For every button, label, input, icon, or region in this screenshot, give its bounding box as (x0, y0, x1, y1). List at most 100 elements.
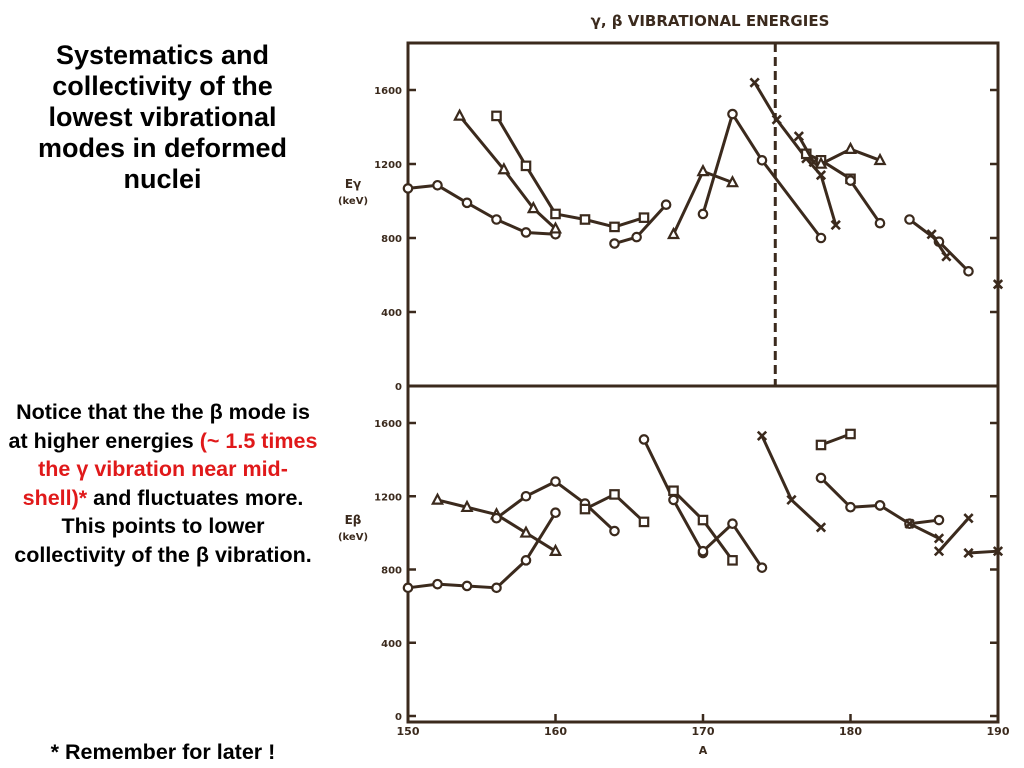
gamma-series-8-point (873, 152, 887, 166)
gamma-series-1-point (526, 200, 540, 214)
gamma-series-8-point (843, 141, 858, 154)
beta-series-7-line (760, 435, 823, 529)
beta-series-13-point (992, 546, 1004, 557)
beta-series-13-point (963, 547, 974, 559)
gamma-series-13-point (992, 279, 1004, 290)
gamma-series-2-point (609, 221, 620, 233)
gamma-series-3-point (660, 199, 672, 210)
gamma-series-0-point (432, 179, 443, 191)
notice-highlight-1: (~ 1.5 times the (38, 428, 318, 482)
beta-series-2-point (550, 476, 561, 487)
gamma-series-4-line (672, 169, 734, 235)
gamma-series-5-line (701, 112, 823, 239)
beta-series-2-point (520, 490, 532, 502)
x-tick-label: 150 (397, 725, 420, 738)
beta-series-5-point (697, 514, 709, 526)
beta-y-axis-label: Eβ (345, 513, 362, 527)
beta-series-0-point (520, 555, 532, 566)
beta-series-8-point (845, 501, 856, 513)
beta-series-0-line (407, 511, 557, 590)
gamma-y-tick-label: 1600 (374, 86, 402, 97)
beta-series-3-point (638, 516, 650, 528)
beta-series-0-point (550, 507, 561, 519)
beta-series-0-point (432, 578, 443, 590)
beta-series-10-point (874, 500, 886, 511)
vibrational-energies-figure: γ, β VIBRATIONAL ENERGIES 150 160 170 180 19… (325, 0, 1024, 768)
gamma-series-5-point (756, 155, 768, 166)
gamma-y-tick-label: 1200 (374, 160, 402, 171)
notice-highlight-2: vibration near mid-shell)* (22, 457, 288, 510)
gamma-series-9-point (793, 131, 804, 142)
beta-series-7-point (786, 494, 797, 506)
beta-series-12-point (963, 513, 974, 524)
gamma-series-5-point (727, 108, 738, 120)
gamma-series-1-line (458, 114, 557, 230)
chart-frame (406, 41, 1000, 724)
x-tick-label: 170 (692, 725, 715, 738)
gamma-series-10-point (845, 175, 856, 186)
gamma-series-1-point (548, 221, 563, 234)
x-tick-label: 160 (544, 725, 567, 738)
beta-series-4-point (668, 494, 679, 506)
beta-y-tick-label: 1200 (374, 492, 402, 503)
gamma-series-2-line (495, 115, 645, 229)
beta-series-11-point (933, 533, 945, 544)
beta-series-12-line (937, 517, 970, 553)
beta-series-6-point (727, 518, 738, 530)
gamma-series-4-point (696, 163, 710, 177)
beta-series-1-point (460, 499, 474, 513)
gamma-series-2-point (550, 208, 561, 220)
x-axis-label: A (699, 744, 708, 757)
gamma-series-12-point (941, 251, 952, 262)
gamma-series-10-line (849, 179, 882, 225)
beta-y-tick-label: 1600 (374, 419, 402, 430)
beta-series-5-point (727, 555, 738, 566)
gamma-series-0-point (461, 197, 473, 209)
gamma-series-5-point (815, 232, 827, 244)
beta-series-7-point (756, 430, 768, 441)
gamma-series-0-point (520, 227, 532, 238)
gamma-series-4-point (666, 226, 681, 240)
beta-series-11-line (908, 522, 940, 540)
beta-series-0-point (402, 582, 414, 594)
gamma-y-tick-label: 0 (395, 382, 402, 393)
beta-series-2-point (491, 512, 502, 524)
gamma-series-11-point (904, 214, 915, 225)
beta-series-9-point (845, 428, 856, 440)
gamma-series-6-point (815, 169, 827, 181)
notice-text-1: Notice that the the (16, 400, 210, 424)
gamma-series-2-point (579, 214, 591, 225)
beta-series-8-point (815, 472, 827, 484)
x-tick-label: 190 (987, 725, 1010, 738)
chart-title: γ, β VIBRATIONAL ENERGIES (591, 12, 830, 30)
gamma-series-2-point (520, 160, 532, 172)
beta-series-1-point (548, 543, 563, 556)
gamma-series-10-point (874, 217, 886, 229)
gamma-y-tick-label: 400 (381, 308, 402, 319)
beta-series-2-line (495, 480, 616, 533)
gamma-series-6-point (771, 114, 782, 125)
beta-series-9-point (815, 439, 827, 451)
beta-y-tick-label: 800 (381, 566, 402, 577)
beta-y-tick-label: 0 (395, 712, 402, 723)
gamma-series-2-point (491, 110, 502, 122)
notice-text-2: mode is at higher energies (8, 400, 310, 453)
gamma-symbol: γ (76, 457, 89, 481)
gamma-series-9-line (797, 135, 815, 163)
gamma-series-2-point (638, 212, 650, 223)
gamma-y-axis-unit: (keV) (338, 196, 368, 207)
gamma-y-axis-label: Eγ (345, 177, 361, 191)
notice-paragraph: Notice that the the β mode is at higher … (8, 398, 318, 569)
gamma-series-0-point (402, 183, 414, 194)
beta-series-13-line (968, 549, 999, 555)
slide-title: Systematics and collectivity of the lowe… (37, 40, 288, 194)
notice-text-4: vibration. (209, 542, 312, 567)
gamma-series-3-point (609, 238, 620, 249)
beta-series-0-point (461, 580, 473, 592)
gamma-series-0-point (491, 214, 502, 225)
beta-series-6-point (756, 562, 768, 573)
beta-series-6-point (697, 545, 709, 557)
gamma-series-6-point (830, 219, 841, 231)
vibrational-energies-chart: γ, β VIBRATIONAL ENERGIES 150 160 170 180 19… (338, 12, 1010, 757)
beta-series-10-point (933, 514, 945, 526)
